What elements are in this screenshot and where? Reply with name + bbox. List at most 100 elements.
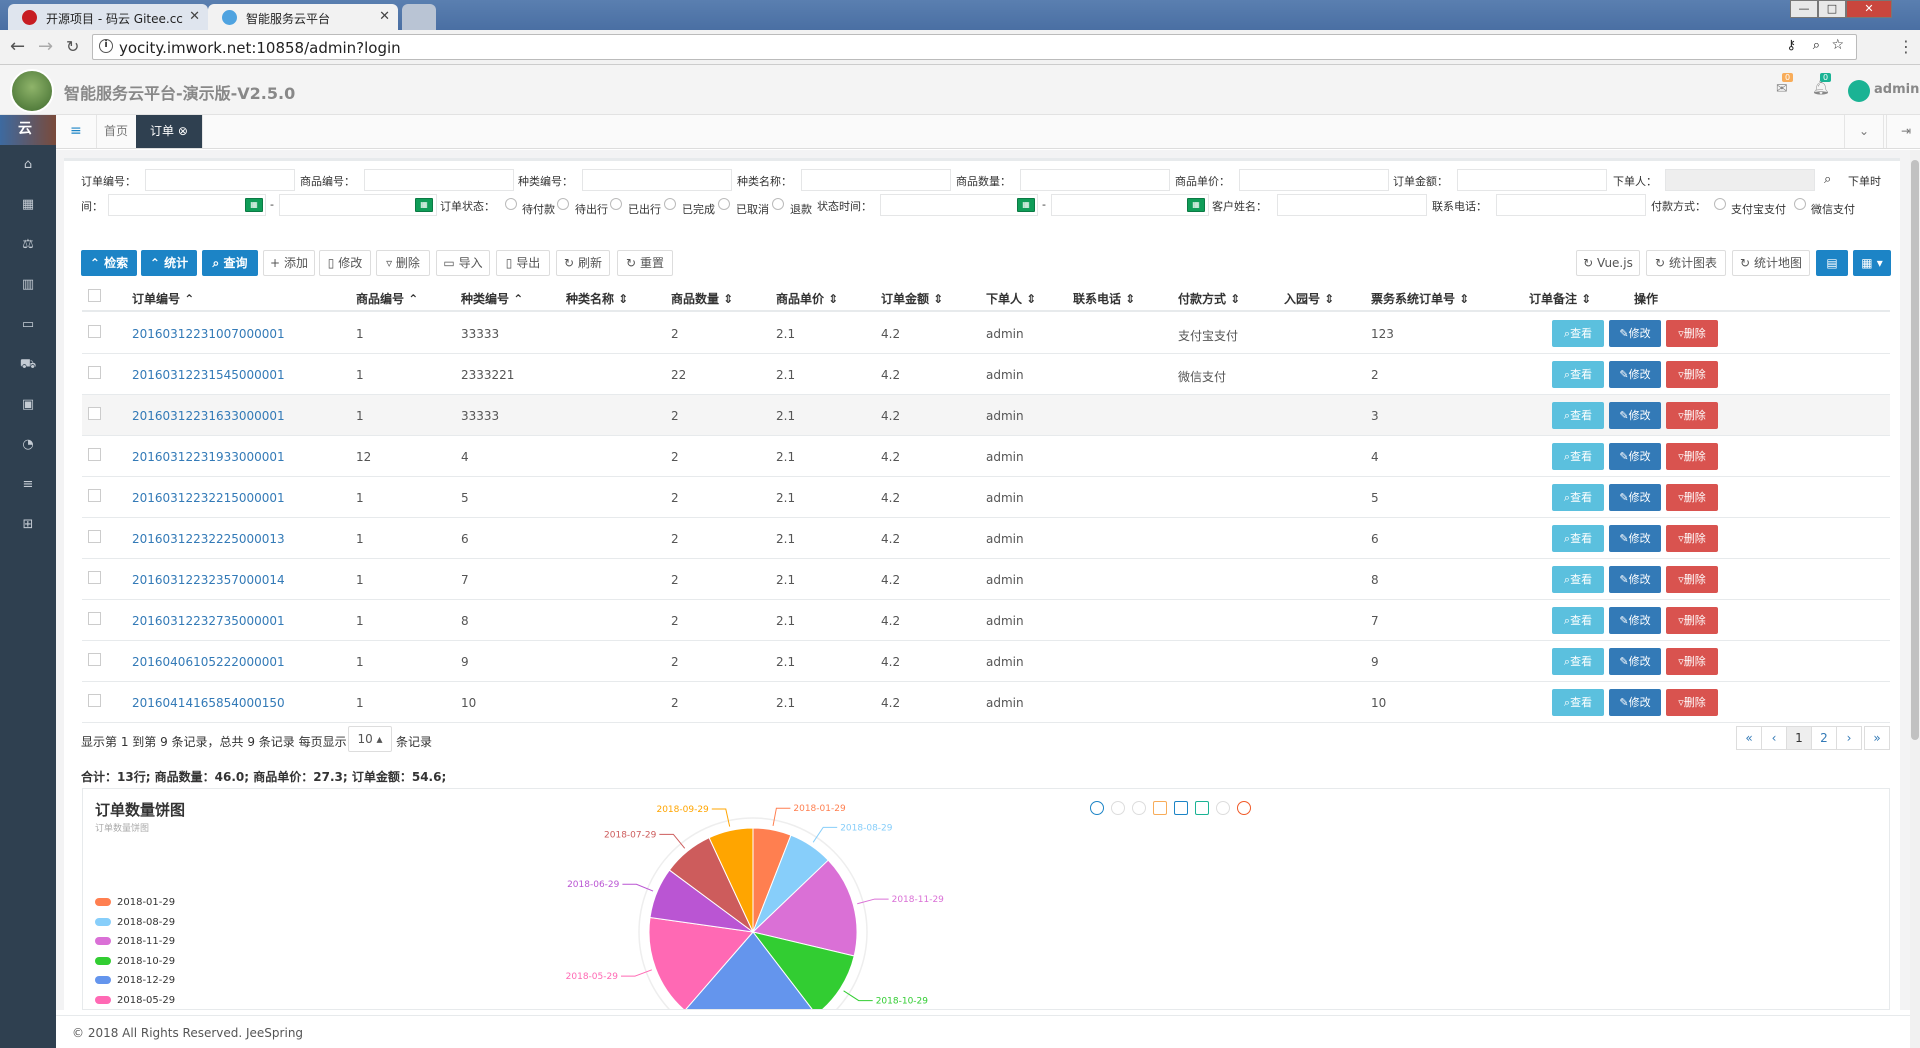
th-pay[interactable]: 付款方式 ⇕ — [1178, 292, 1241, 306]
order-no-input[interactable] — [145, 169, 295, 191]
row-checkbox[interactable] — [88, 653, 101, 666]
legend-item[interactable]: 2018-05-29 — [95, 995, 175, 1006]
view-button[interactable]: ⌕查看 — [1552, 320, 1604, 347]
menu-dots-icon[interactable]: ⋮ — [1898, 37, 1914, 56]
edit-button[interactable]: ▯ 修改 — [319, 250, 371, 276]
save-image-icon[interactable] — [1174, 801, 1188, 815]
row-order-no[interactable]: 20160312231545000001 — [132, 368, 285, 382]
legend-item[interactable]: 2018-12-29 — [95, 975, 175, 986]
close-icon[interactable]: ⊗ — [177, 124, 188, 138]
th-park-no[interactable]: 入园号 ⇕ — [1284, 292, 1335, 306]
next-page-button[interactable]: › — [1836, 726, 1862, 750]
vue-button[interactable]: ↻ Vue.js — [1576, 250, 1640, 276]
star-icon[interactable]: ☆ — [1831, 37, 1844, 53]
row-order-no[interactable]: 20160312231633000001 — [132, 409, 285, 423]
row-order-no[interactable]: 20160312232735000001 — [132, 614, 285, 628]
pie-slice[interactable] — [751, 859, 858, 957]
dashboard-icon[interactable]: ◔ — [22, 437, 34, 452]
last-page-button[interactable]: » — [1864, 726, 1890, 750]
row-checkbox[interactable] — [88, 694, 101, 707]
search-icon[interactable]: ⌕ — [1824, 172, 1832, 187]
view-button[interactable]: ⌕查看 — [1552, 402, 1604, 429]
stat-map-button[interactable]: ↻ 统计地图 — [1732, 250, 1810, 276]
chevron-down-icon[interactable]: ⌄ — [1844, 115, 1885, 148]
pie-slice[interactable] — [648, 916, 754, 1010]
url-input[interactable]: i yocity.imwork.net:10858/admin?login ⚷ … — [92, 34, 1857, 60]
edit-row-button[interactable]: ✎修改 — [1609, 484, 1661, 511]
refresh-icon[interactable] — [1237, 801, 1251, 815]
th-price[interactable]: 商品单价 ⇕ — [776, 292, 839, 306]
row-order-no[interactable]: 20160406105222000001 — [132, 655, 285, 669]
delete-row-button[interactable]: ▿删除 — [1666, 484, 1718, 511]
phone-input[interactable] — [1496, 194, 1646, 216]
zoom-icon[interactable]: ⌕ — [1812, 38, 1820, 53]
edit-row-button[interactable]: ✎修改 — [1609, 648, 1661, 675]
reload-icon[interactable]: ↻ — [66, 37, 80, 56]
select-all-checkbox[interactable] — [88, 289, 101, 302]
view-button[interactable]: ⌕查看 — [1552, 361, 1604, 388]
view-button[interactable]: ⌕查看 — [1552, 607, 1604, 634]
status-radio-3[interactable] — [610, 198, 622, 210]
page-1-button[interactable]: 1 — [1786, 726, 1812, 750]
row-order-no[interactable]: 20160312232225000013 — [132, 532, 285, 546]
row-checkbox[interactable] — [88, 407, 101, 420]
category-no-input[interactable] — [582, 169, 732, 191]
browser-tab-gitee[interactable]: 开源项目 - 码云 Gitee.cc ✕ — [8, 4, 208, 30]
data-view-icon[interactable] — [1153, 801, 1167, 815]
page-size-select[interactable]: 10 ▴ — [348, 726, 392, 752]
delete-row-button[interactable]: ▿删除 — [1666, 689, 1718, 716]
pie-slice[interactable] — [751, 931, 855, 1010]
pay-radio-wechat[interactable] — [1794, 198, 1806, 210]
edit-row-button[interactable]: ✎修改 — [1609, 689, 1661, 716]
view-button[interactable]: ⌕查看 — [1552, 648, 1604, 675]
legend-item[interactable]: 2018-01-29 — [95, 897, 175, 908]
product-price-input[interactable] — [1239, 169, 1389, 191]
view-button[interactable]: ⌕查看 — [1552, 484, 1604, 511]
tab-orders[interactable]: 订单 ⊗ — [136, 115, 203, 148]
database-icon[interactable]: ≡ — [22, 477, 34, 492]
th-amount[interactable]: 订单金额 ⇕ — [881, 292, 944, 306]
import-button[interactable]: ▭ 导入 — [436, 250, 490, 276]
status-radio-2[interactable] — [557, 198, 569, 210]
row-checkbox[interactable] — [88, 612, 101, 625]
calendar-icon[interactable]: ▦ — [1017, 198, 1035, 212]
status-time-end-input[interactable] — [1051, 194, 1209, 216]
delete-row-button[interactable]: ▿删除 — [1666, 320, 1718, 347]
th-category-no[interactable]: 种类编号 ⌃ — [461, 292, 524, 306]
status-time-start-input[interactable] — [880, 194, 1038, 216]
scrollbar-thumb[interactable] — [1911, 160, 1919, 740]
status-radio-6[interactable] — [772, 198, 784, 210]
refresh-button[interactable]: ↻ 刷新 — [556, 250, 610, 276]
delete-row-button[interactable]: ▿删除 — [1666, 607, 1718, 634]
row-order-no[interactable]: 20160312231933000001 — [132, 450, 285, 464]
minimize-icon[interactable]: — — [1790, 0, 1818, 18]
order-time-end-input[interactable] — [279, 194, 437, 216]
calendar-icon[interactable]: ▦ — [415, 198, 433, 212]
page-2-button[interactable]: 2 — [1811, 726, 1837, 750]
bell-icon[interactable]: 🔔︎ — [1812, 80, 1830, 96]
balance-icon[interactable]: ⚖ — [22, 237, 34, 252]
pie-slice[interactable] — [708, 827, 754, 933]
export-button[interactable]: ▯ 导出 — [496, 250, 550, 276]
cart-icon[interactable]: ⛟ — [19, 357, 37, 372]
query-button[interactable]: ⌕ 查询 — [202, 250, 258, 276]
legend-item[interactable]: 2018-10-29 — [95, 956, 175, 967]
new-tab-button[interactable] — [402, 4, 436, 30]
calendar-icon[interactable]: ▦ — [245, 198, 263, 212]
grid-icon[interactable]: ▣ — [21, 397, 35, 412]
reset-button[interactable]: ↻ 重置 — [617, 250, 673, 276]
close-icon[interactable]: ✕ — [379, 9, 390, 24]
th-orderer[interactable]: 下单人 ⇕ — [986, 292, 1037, 306]
back-icon[interactable]: ← — [10, 36, 26, 57]
status-radio-4[interactable] — [664, 198, 676, 210]
th-phone[interactable]: 联系电话 ⇕ — [1073, 292, 1136, 306]
stat-chart-button[interactable]: ↻ 统计图表 — [1646, 250, 1726, 276]
list-view-button[interactable]: ▤ — [1816, 250, 1848, 276]
map-icon[interactable]: ▦ — [21, 197, 35, 212]
legend-item[interactable]: 2018-08-29 — [95, 917, 175, 928]
user-name[interactable]: admin — [1874, 82, 1920, 97]
close-window-icon[interactable]: ✕ — [1846, 0, 1892, 18]
delete-row-button[interactable]: ▿删除 — [1666, 443, 1718, 470]
edit-row-button[interactable]: ✎修改 — [1609, 361, 1661, 388]
pay-radio-alipay[interactable] — [1714, 198, 1726, 210]
